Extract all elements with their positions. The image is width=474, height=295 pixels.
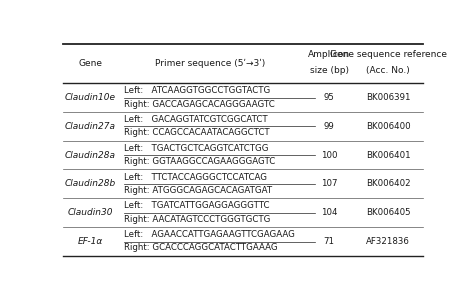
Text: Left:   ATCAAGGTGGCCTGGTACTG: Left: ATCAAGGTGGCCTGGTACTG	[124, 86, 270, 95]
Text: Left:   GACAGGTATCGTCGGCATCT: Left: GACAGGTATCGTCGGCATCT	[124, 115, 267, 124]
Text: AF321836: AF321836	[366, 237, 410, 246]
Text: BK006405: BK006405	[366, 208, 410, 217]
Text: Left:   AGAACCATTGAGAAGTTCGAGAAG: Left: AGAACCATTGAGAAGTTCGAGAAG	[124, 230, 294, 239]
Text: EF-1α: EF-1α	[78, 237, 103, 246]
Text: 107: 107	[321, 179, 337, 188]
Text: 104: 104	[321, 208, 337, 217]
Text: Right: AACATAGTCCCTGGGTGCTG: Right: AACATAGTCCCTGGGTGCTG	[124, 215, 270, 224]
Text: BK006400: BK006400	[366, 122, 410, 131]
Text: Right: ATGGGCAGAGCACAGATGAT: Right: ATGGGCAGAGCACAGATGAT	[124, 186, 272, 195]
Text: Left:   TGATCATTGGAGGAGGGTTC: Left: TGATCATTGGAGGAGGGTTC	[124, 201, 269, 210]
Text: BK006391: BK006391	[366, 93, 410, 102]
Text: (Acc. No.): (Acc. No.)	[366, 66, 410, 75]
Text: 71: 71	[324, 237, 335, 246]
Text: Claudin10e: Claudin10e	[65, 93, 116, 102]
Text: Claudin28a: Claudin28a	[65, 150, 116, 160]
Text: Primer sequence (5ʹ→3ʹ): Primer sequence (5ʹ→3ʹ)	[155, 59, 265, 68]
Text: 99: 99	[324, 122, 335, 131]
Text: Right: CCAGCCACAATACAGGCTCT: Right: CCAGCCACAATACAGGCTCT	[124, 128, 269, 137]
Text: BK006402: BK006402	[366, 179, 410, 188]
Text: Right: GACCAGAGCACAGGGAAGTC: Right: GACCAGAGCACAGGGAAGTC	[124, 100, 274, 109]
Text: Amplicon: Amplicon	[308, 50, 350, 59]
Text: Left:   TTCTACCAGGGCTCCATCAG: Left: TTCTACCAGGGCTCCATCAG	[124, 173, 266, 182]
Text: Left:   TGACTGCTCAGGTCATCTGG: Left: TGACTGCTCAGGTCATCTGG	[124, 144, 268, 153]
Text: size (bp): size (bp)	[310, 66, 349, 75]
Text: Claudin30: Claudin30	[68, 208, 113, 217]
Text: Claudin27a: Claudin27a	[65, 122, 116, 131]
Text: Gene: Gene	[79, 59, 102, 68]
Text: Right: GGTAAGGCCAGAAGGGAGTC: Right: GGTAAGGCCAGAAGGGAGTC	[124, 157, 275, 166]
Text: 95: 95	[324, 93, 335, 102]
Text: Claudin28b: Claudin28b	[65, 179, 116, 188]
Text: Right: GCACCCAGGCATACTTGAAAG: Right: GCACCCAGGCATACTTGAAAG	[124, 243, 277, 253]
Text: Gene sequence reference: Gene sequence reference	[329, 50, 447, 59]
Text: BK006401: BK006401	[366, 150, 410, 160]
Text: 100: 100	[321, 150, 337, 160]
